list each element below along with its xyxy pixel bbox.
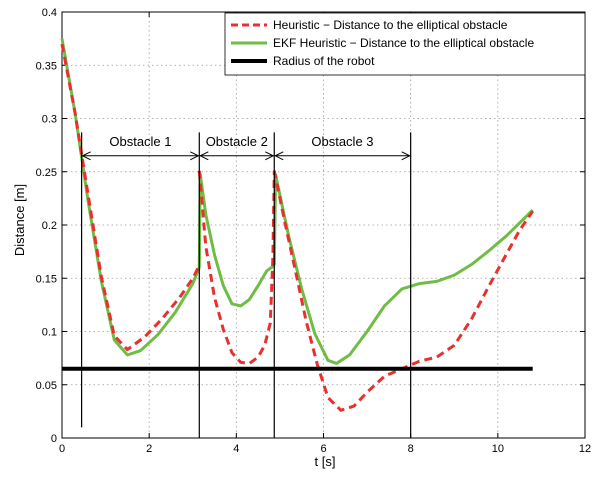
arrow-head-left bbox=[81, 151, 91, 161]
legend-entry-label: EKF Heuristic − Distance to the elliptic… bbox=[273, 36, 534, 50]
legend-entry-label: Heuristic − Distance to the elliptical o… bbox=[273, 18, 508, 32]
series-line-ekf-heuristic bbox=[197, 172, 276, 308]
series-line-ekf-heuristic bbox=[60, 38, 201, 357]
obstacle-label: Obstacle 2 bbox=[206, 134, 268, 149]
series-line-ekf-heuristic bbox=[272, 173, 534, 365]
x-tick-label: 2 bbox=[146, 443, 152, 455]
x-tick-label: 6 bbox=[320, 443, 326, 455]
grid-lines bbox=[62, 12, 585, 438]
y-tick-label: 0.2 bbox=[42, 220, 57, 232]
x-tick-label: 0 bbox=[59, 443, 65, 455]
arrow-head-right bbox=[401, 151, 411, 161]
y-tick-label: 0.05 bbox=[36, 380, 57, 392]
y-tick-label: 0 bbox=[51, 433, 57, 445]
x-axis-label: t [s] bbox=[315, 454, 336, 469]
series-line-heuristic bbox=[272, 170, 534, 412]
series-line-heuristic bbox=[197, 170, 276, 365]
legend-entry-label: Radius of the robot bbox=[273, 54, 375, 68]
x-tick-label: 8 bbox=[408, 443, 414, 455]
y-tick-label: 0.1 bbox=[42, 327, 57, 339]
axes: 0 2 4 6 8 10 12 0 0.05 0.1 0.15 0.2 0.25 0.3 0.35 0.4 bbox=[36, 7, 592, 455]
x-tick-label: 10 bbox=[492, 443, 504, 455]
y-tick-label: 0.25 bbox=[36, 167, 57, 179]
arrow-head-left bbox=[199, 151, 209, 161]
x-tick-label: 12 bbox=[579, 443, 591, 455]
arrow-head-left bbox=[274, 151, 284, 161]
obstacle-label: Obstacle 1 bbox=[109, 134, 171, 149]
x-tick-label: 4 bbox=[233, 443, 239, 455]
series-line-heuristic bbox=[60, 43, 201, 352]
obstacle-label: Obstacle 3 bbox=[311, 134, 373, 149]
y-tick-label: 0.4 bbox=[42, 7, 57, 19]
legend-box bbox=[224, 12, 586, 76]
series-lines bbox=[60, 38, 534, 412]
y-tick-label: 0.15 bbox=[36, 273, 57, 285]
y-tick-label: 0.3 bbox=[42, 114, 57, 126]
y-tick-label: 0.35 bbox=[36, 60, 57, 72]
arrow-head-right bbox=[265, 151, 275, 161]
y-axis-label: Distance [m] bbox=[12, 184, 27, 256]
obstacle-annotations: Obstacle 1 Obstacle 2 Obstacle 3 bbox=[81, 132, 412, 438]
arrow-head-right bbox=[190, 151, 200, 161]
legend: Heuristic − Distance to the elliptical o… bbox=[224, 12, 586, 76]
